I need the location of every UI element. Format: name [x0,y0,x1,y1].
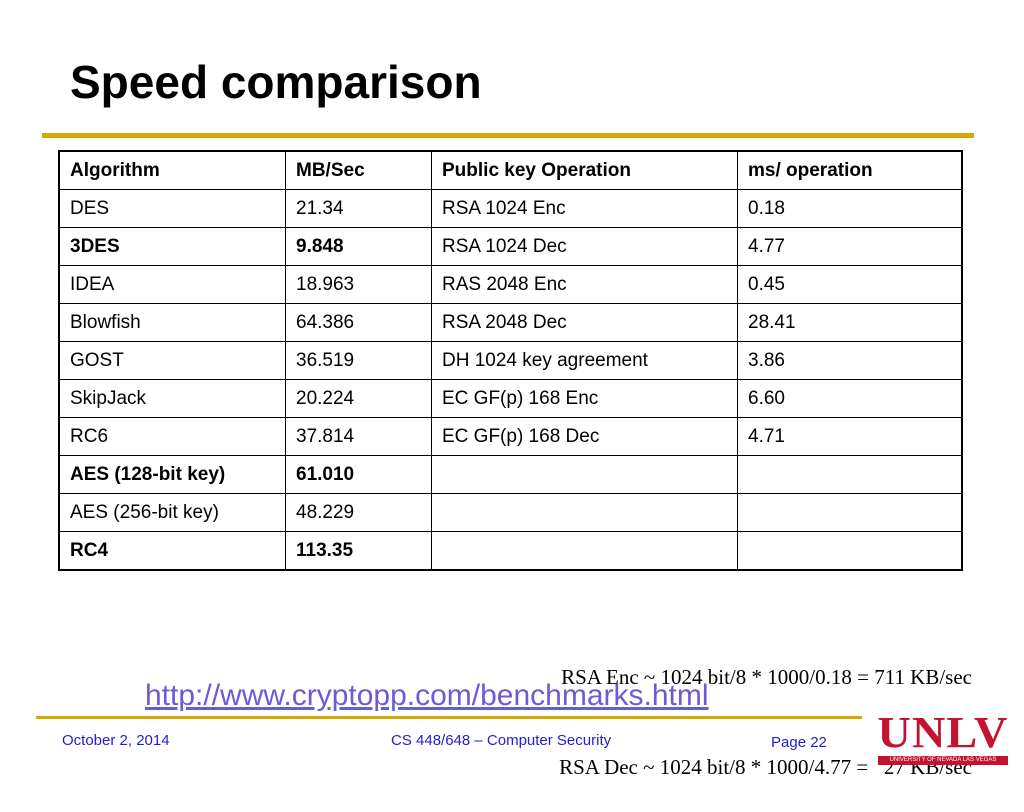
cell-operation: RSA 2048 Dec [431,303,738,342]
cell-algorithm: GOST [58,341,286,380]
table-row: GOST 36.519 DH 1024 key agreement 3.86 [58,341,963,380]
footer-page-number: Page 22 [771,734,827,751]
cell-operation [431,493,738,532]
cell-mb-sec: 18.963 [285,265,432,304]
table-row: RC4 113.35 [58,531,963,571]
table-row: 3DES 9.848 RSA 1024 Dec 4.77 [58,227,963,266]
cell-mb-sec: 61.010 [285,455,432,494]
calc-line-rsa-enc: RSA Enc ~ 1024 bit/8 * 1000/0.18 = 711 K… [561,665,972,689]
cell-operation: EC GF(p) 168 Enc [431,379,738,418]
cell-algorithm: AES (256-bit key) [58,493,286,532]
cell-operation: RSA 1024 Dec [431,227,738,266]
speed-table: Algorithm MB/Sec Public key Operation ms… [58,150,963,571]
cell-mb-sec: 48.229 [285,493,432,532]
cell-operation [431,531,738,571]
header-public-key-operation: Public key Operation [431,150,738,190]
cell-operation [431,455,738,494]
title-divider [42,133,974,138]
header-mb-sec: MB/Sec [285,150,432,190]
cell-ms [737,455,963,494]
header-algorithm: Algorithm [58,150,286,190]
table-row: RC6 37.814 EC GF(p) 168 Dec 4.71 [58,417,963,456]
cell-algorithm: SkipJack [58,379,286,418]
cell-mb-sec: 36.519 [285,341,432,380]
cell-algorithm: Blowfish [58,303,286,342]
cell-mb-sec: 9.848 [285,227,432,266]
cell-mb-sec: 20.224 [285,379,432,418]
cell-operation: RSA 1024 Enc [431,189,738,228]
table-row: AES (256-bit key) 48.229 [58,493,963,532]
slide-title: Speed comparison [70,56,482,108]
table-row: Blowfish 64.386 RSA 2048 Dec 28.41 [58,303,963,342]
unlv-logo: UNLV UNIVERSITY OF NEVADA LAS VEGAS [878,711,1008,765]
logo-wordmark: UNLV [877,708,1009,757]
table-row: IDEA 18.963 RAS 2048 Enc 0.45 [58,265,963,304]
header-ms-operation: ms/ operation [737,150,963,190]
cell-algorithm: 3DES [58,227,286,266]
cell-operation: DH 1024 key agreement [431,341,738,380]
cell-ms: 0.45 [737,265,963,304]
cell-mb-sec: 64.386 [285,303,432,342]
cell-algorithm: AES (128-bit key) [58,455,286,494]
cell-ms: 0.18 [737,189,963,228]
cell-algorithm: RC4 [58,531,286,571]
cell-ms [737,531,963,571]
cell-operation: EC GF(p) 168 Dec [431,417,738,456]
table-row: AES (128-bit key) 61.010 [58,455,963,494]
cell-ms: 28.41 [737,303,963,342]
cell-mb-sec: 113.35 [285,531,432,571]
cell-ms: 6.60 [737,379,963,418]
table-row: SkipJack 20.224 EC GF(p) 168 Enc 6.60 [58,379,963,418]
cell-algorithm: DES [58,189,286,228]
cell-mb-sec: 21.34 [285,189,432,228]
footer-divider [36,716,862,719]
cell-algorithm: RC6 [58,417,286,456]
logo-subtext: UNIVERSITY OF NEVADA LAS VEGAS [878,756,1008,765]
cell-ms: 3.86 [737,341,963,380]
benchmarks-link[interactable]: http://www.cryptopp.com/benchmarks.html [145,679,709,712]
cell-algorithm: IDEA [58,265,286,304]
cell-mb-sec: 37.814 [285,417,432,456]
cell-operation: RAS 2048 Enc [431,265,738,304]
cell-ms: 4.77 [737,227,963,266]
table-row: DES 21.34 RSA 1024 Enc 0.18 [58,189,963,228]
cell-ms: 4.71 [737,417,963,456]
table-header-row: Algorithm MB/Sec Public key Operation ms… [58,150,963,190]
cell-ms [737,493,963,532]
footer-course: CS 448/648 – Computer Security [391,732,612,749]
footer-date: October 2, 2014 [62,732,170,749]
